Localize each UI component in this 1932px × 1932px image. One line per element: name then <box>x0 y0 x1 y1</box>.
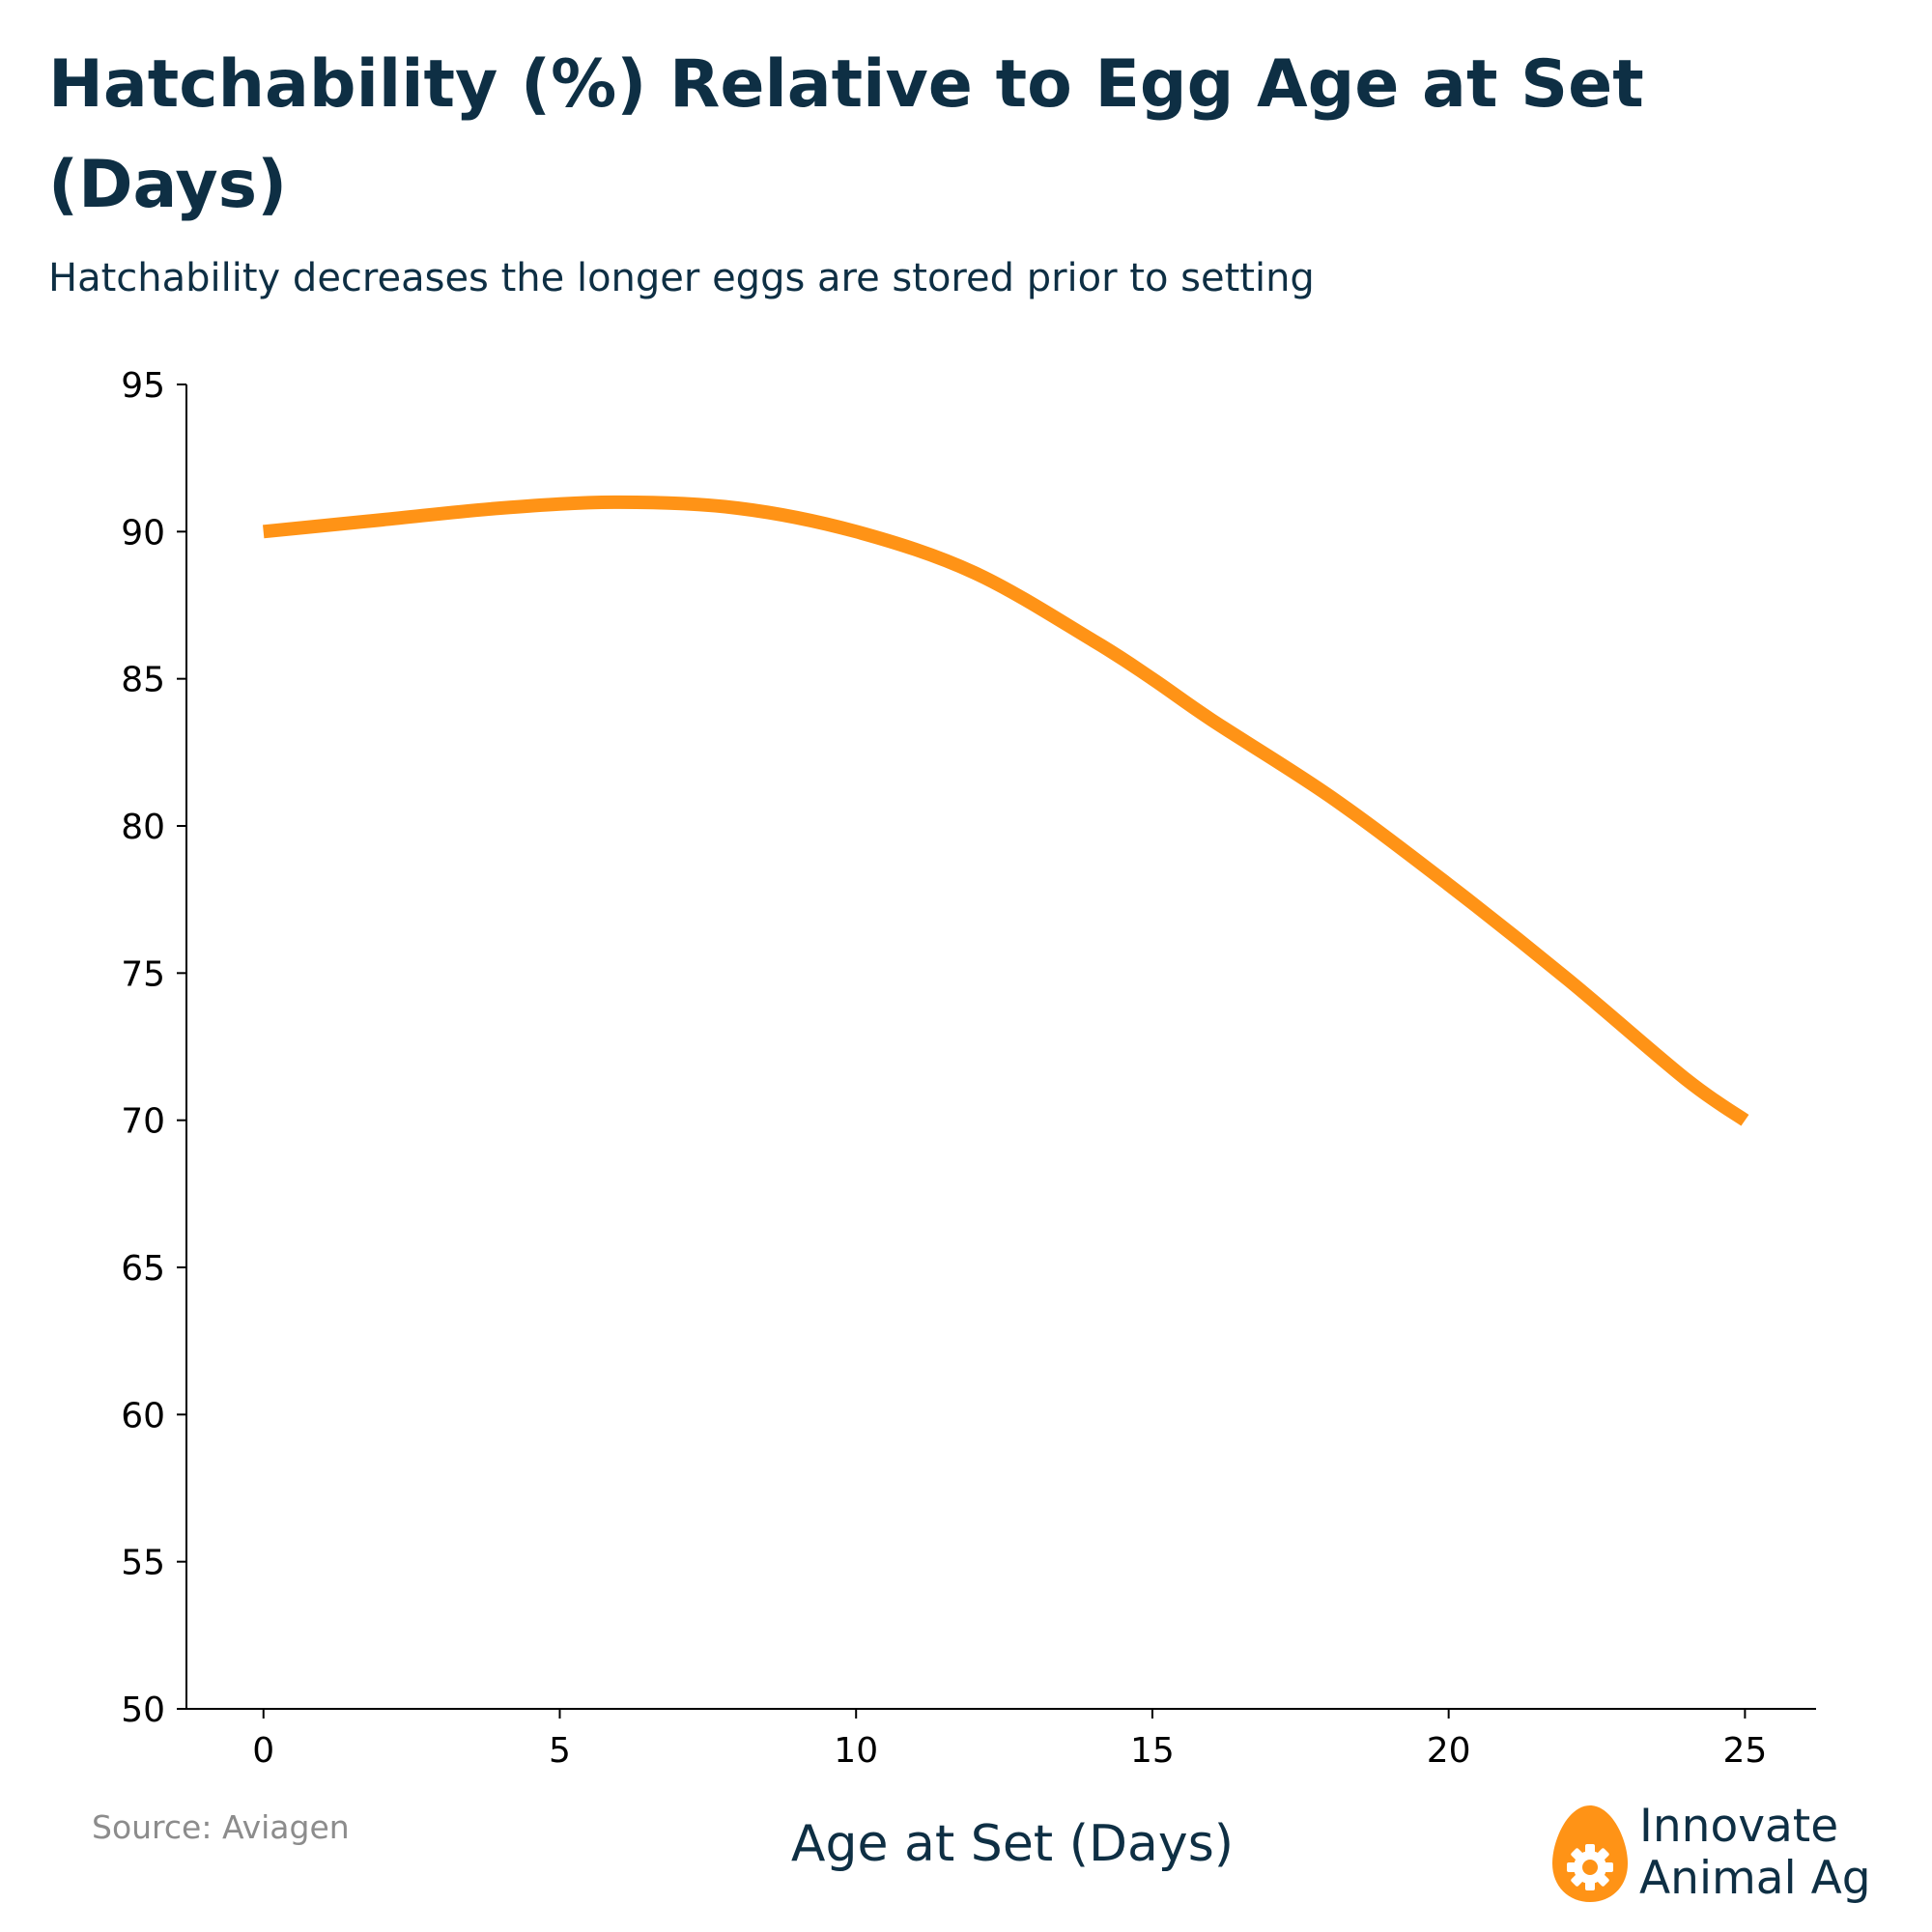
x-tick-label: 0 <box>252 1731 274 1771</box>
x-axis-label: Age at Set (Days) <box>791 1815 1234 1873</box>
logo-text-line2: Animal Ag <box>1639 1852 1871 1905</box>
chart-title: Hatchability (%) Relative to Egg Age at … <box>48 46 1644 223</box>
y-tick-label: 50 <box>121 1690 165 1730</box>
innovate-animal-ag-logo: Innovate Animal Ag <box>1550 1799 1918 1917</box>
y-tick-label: 75 <box>121 954 165 994</box>
logo-text-line1: Innovate <box>1639 1800 1839 1853</box>
x-tick-label: 25 <box>1722 1731 1767 1771</box>
source-credit: Source: Aviagen <box>92 1808 350 1846</box>
y-tick-label: 90 <box>121 513 165 553</box>
y-tick-label: 60 <box>121 1396 165 1435</box>
y-tick-label: 85 <box>121 661 165 700</box>
y-tick-label: 65 <box>121 1249 165 1289</box>
y-tick-label: 70 <box>121 1102 165 1142</box>
y-tick-label: 55 <box>121 1544 165 1583</box>
chart-subtitle: Hatchability decreases the longer eggs a… <box>48 256 1315 300</box>
x-tick-label: 5 <box>549 1731 571 1771</box>
x-tick-label: 20 <box>1427 1731 1471 1771</box>
x-tick-label: 15 <box>1130 1731 1175 1771</box>
x-axis-ticks: 0 5 10 15 20 25 <box>252 1709 1767 1771</box>
hatchability-series-line <box>263 495 1749 1126</box>
y-tick-label: 95 <box>121 366 165 406</box>
y-axis-ticks: 50 55 60 65 70 75 80 85 90 95 <box>121 366 186 1730</box>
y-tick-label: 80 <box>121 808 165 847</box>
egg-gear-icon <box>1552 1805 1628 1902</box>
x-tick-label: 10 <box>834 1731 878 1771</box>
